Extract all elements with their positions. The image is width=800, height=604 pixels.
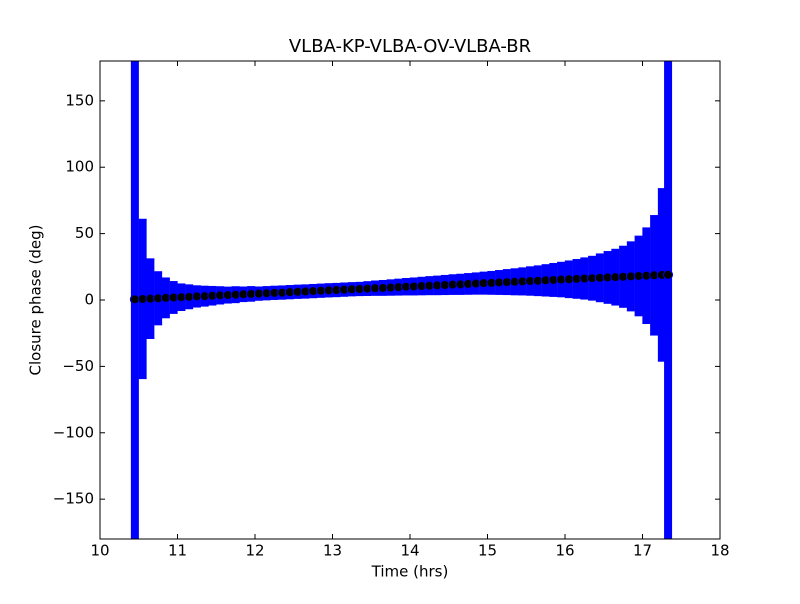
data-point <box>663 269 674 280</box>
x-axis-label: Time (hrs) <box>371 563 449 581</box>
y-axis-label: Closure phase (deg) <box>27 225 45 376</box>
y-tick-label: 0 <box>84 291 94 309</box>
x-tick-label: 17 <box>633 542 652 560</box>
y-tick-label: −100 <box>53 423 94 441</box>
x-tick-label: 15 <box>478 542 497 560</box>
y-tick-label: 100 <box>65 158 94 176</box>
x-tick-label: 12 <box>245 542 264 560</box>
x-tick-label: 14 <box>400 542 419 560</box>
x-tick-label: 10 <box>90 542 109 560</box>
x-tick-label: 16 <box>555 542 574 560</box>
x-tick-label: 13 <box>323 542 342 560</box>
y-tick-label: 50 <box>75 224 94 242</box>
y-tick-label: 150 <box>65 91 94 109</box>
x-tick-label: 11 <box>168 542 187 560</box>
y-tick-label: −50 <box>62 357 94 375</box>
y-tick-label: −150 <box>53 490 94 508</box>
x-tick-label: 18 <box>710 542 729 560</box>
chart-title: VLBA-KP-VLBA-OV-VLBA-BR <box>289 36 531 57</box>
plot-area <box>129 61 674 539</box>
axes: 10 11 12 13 14 15 16 17 18 −150 −100 −50 0 50 100 150 <box>53 60 730 560</box>
